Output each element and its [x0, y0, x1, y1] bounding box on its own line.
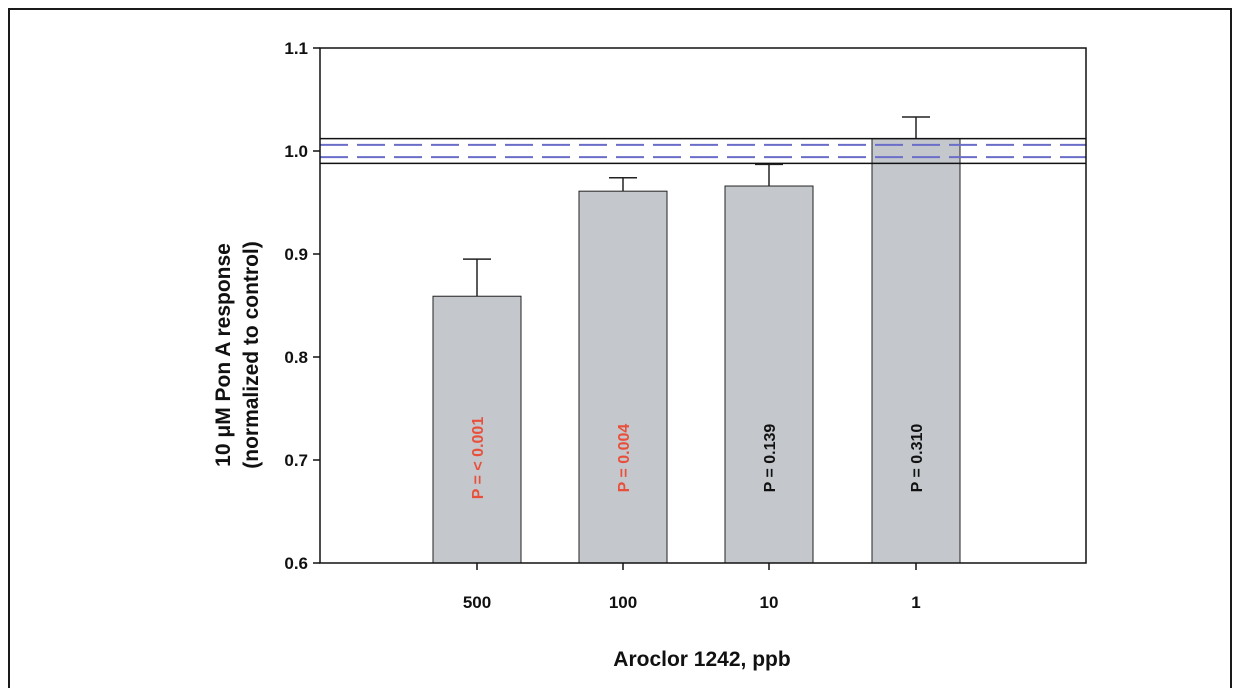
y-tick-label-0-7: 0.7 — [284, 451, 308, 470]
y-tick-label-0-6: 0.6 — [284, 554, 308, 573]
reference-band — [320, 137, 1086, 165]
figure-frame — [8, 8, 1232, 688]
x-tick-label-10: 10 — [760, 593, 779, 612]
x-tick-label-1: 1 — [911, 593, 920, 612]
bars-layer — [432, 138, 961, 564]
plot-area — [319, 47, 1087, 564]
x-tick-label-100: 100 — [609, 593, 637, 612]
y-tick-label-0-9: 0.9 — [284, 245, 308, 264]
error-bars-layer — [463, 116, 930, 297]
y-axis-label-line1: 10 μM Pon A response — [212, 243, 235, 467]
p-value-label-500: P = < 0.001 — [470, 417, 487, 500]
y-axis-label-line2: (normalized to control) — [240, 241, 263, 469]
x-axis-ticks: 500 100 10 1 — [463, 563, 921, 612]
bar-10 — [724, 185, 814, 564]
y-tick-label-0-8: 0.8 — [284, 348, 308, 367]
y-tick-label-1-1: 1.1 — [284, 39, 308, 58]
bar-100 — [578, 190, 668, 564]
p-value-labels: P = < 0.001 P = 0.004 P = 0.139 P = 0.310 — [470, 417, 926, 500]
y-tick-label-1-0: 1.0 — [284, 142, 308, 161]
p-value-label-10: P = 0.139 — [762, 424, 779, 493]
x-axis-label: Aroclor 1242, ppb — [613, 648, 790, 671]
x-tick-label-500: 500 — [463, 593, 491, 612]
y-axis-ticks: 0.6 0.7 0.8 0.9 1.0 1.1 — [284, 39, 320, 573]
bar-1 — [871, 138, 961, 564]
p-value-label-1: P = 0.310 — [909, 424, 926, 493]
p-value-label-100: P = 0.004 — [616, 424, 633, 493]
